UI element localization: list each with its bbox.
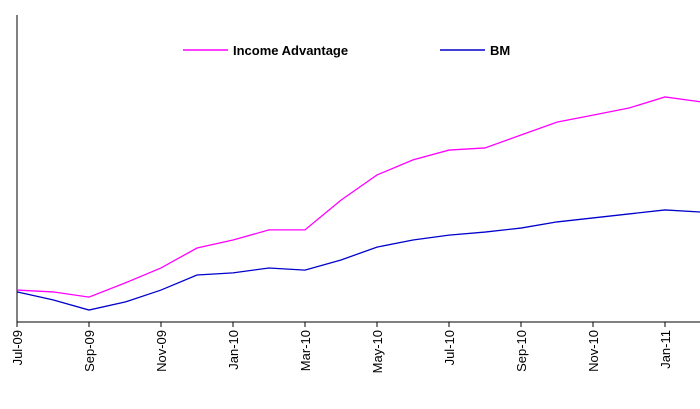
- series-line: [16, 209, 700, 311]
- x-tick-label: Mar-10: [298, 330, 313, 371]
- x-tick-label: Nov-10: [586, 330, 601, 372]
- x-tick-label: Nov-09: [154, 330, 169, 372]
- x-tick-label: Jan-10: [226, 330, 241, 370]
- legend-label: BM: [490, 43, 510, 58]
- x-tick-label: Sep-09: [82, 330, 97, 372]
- x-tick-label: May-10: [370, 330, 385, 373]
- x-tick-label: Jan-11: [658, 330, 673, 369]
- x-tick-label: Sep-10: [514, 330, 529, 372]
- series-line: [16, 96, 700, 298]
- x-tick-label: Jul-10: [442, 330, 457, 365]
- legend-label: Income Advantage: [233, 43, 348, 58]
- x-tick-label: Jul-09: [10, 330, 25, 365]
